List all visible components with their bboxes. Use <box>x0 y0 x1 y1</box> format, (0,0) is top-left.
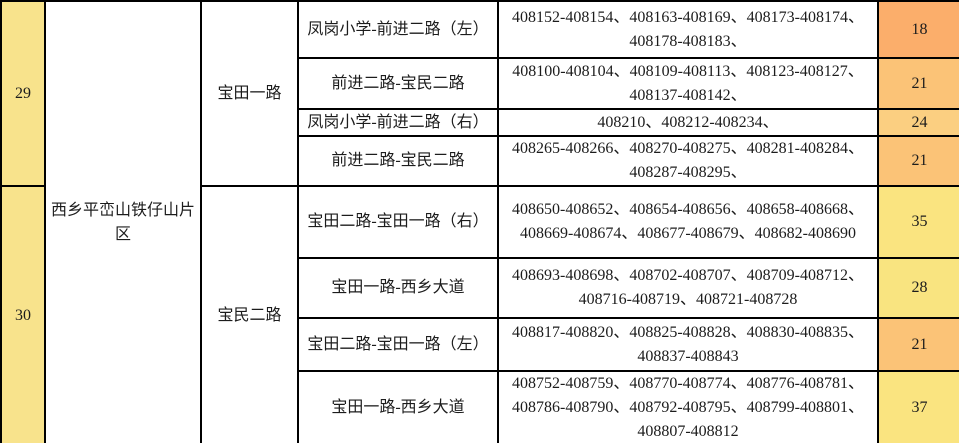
segment-cell: 凤岗小学-前进二路（右） <box>297 108 499 137</box>
segment-cell: 前进二路-宝民二路 <box>297 135 499 187</box>
table-row: 宝田一路-西乡大道 408752-408759、408770-408774、40… <box>1 370 959 443</box>
segment-cell: 宝田二路-宝田一路（左） <box>297 317 499 372</box>
count-cell: 35 <box>877 185 959 259</box>
segment-cell: 宝田一路-西乡大道 <box>297 257 499 319</box>
table-row: 30 宝民二路 宝田二路-宝田一路（右） 408650-408652、40865… <box>0 185 959 443</box>
table-row: 宝田一路-西乡大道 408693-408698、408702-408707、40… <box>1 257 959 319</box>
count-cell: 24 <box>877 108 959 137</box>
table-row: 宝田二路-宝田一路（左） 408817-408820、408825-408828… <box>1 317 959 372</box>
pole-numbers-cell: 408693-408698、408702-408707、408709-40871… <box>497 257 879 319</box>
pole-numbers-cell: 408152-408154、408163-408169、408173-40817… <box>497 0 879 59</box>
count-cell: 21 <box>877 135 959 187</box>
table-row: 凤岗小学-前进二路（右） 408210、408212-408234、 24 <box>1 108 959 137</box>
segment-cell: 宝田一路-西乡大道 <box>297 370 499 443</box>
row-number-cell: 29 <box>0 0 46 187</box>
segment-cell: 宝田二路-宝田一路（右） <box>297 185 499 259</box>
segment-cell: 前进二路-宝民二路 <box>297 57 499 110</box>
district-cell: 西乡平峦山铁仔山片区 <box>44 0 202 443</box>
row-number-cell: 30 <box>0 185 46 443</box>
pole-numbers-cell: 408210、408212-408234、 <box>497 108 879 137</box>
count-cell: 28 <box>877 257 959 319</box>
pole-numbers-cell: 408650-408652、408654-408656、408658-40866… <box>497 185 879 259</box>
road-cell: 宝民二路 <box>200 185 299 443</box>
pole-numbers-cell: 408265-408266、408270-408275、408281-40828… <box>497 135 879 187</box>
table-row: 前进二路-宝民二路 408265-408266、408270-408275、40… <box>1 135 959 187</box>
count-cell: 21 <box>877 57 959 110</box>
count-cell: 18 <box>877 0 959 59</box>
road-cell: 宝田一路 <box>200 0 299 187</box>
pole-numbers-cell: 408100-408104、408109-408113、408123-40812… <box>497 57 879 110</box>
segment-cell: 凤岗小学-前进二路（左） <box>297 0 499 59</box>
table-row: 前进二路-宝民二路 408100-408104、408109-408113、40… <box>1 57 959 110</box>
pole-numbers-cell: 408817-408820、408825-408828、408830-40883… <box>497 317 879 372</box>
pole-numbers-cell: 408752-408759、408770-408774、408776-40878… <box>497 370 879 443</box>
count-cell: 37 <box>877 370 959 443</box>
count-cell: 21 <box>877 317 959 372</box>
